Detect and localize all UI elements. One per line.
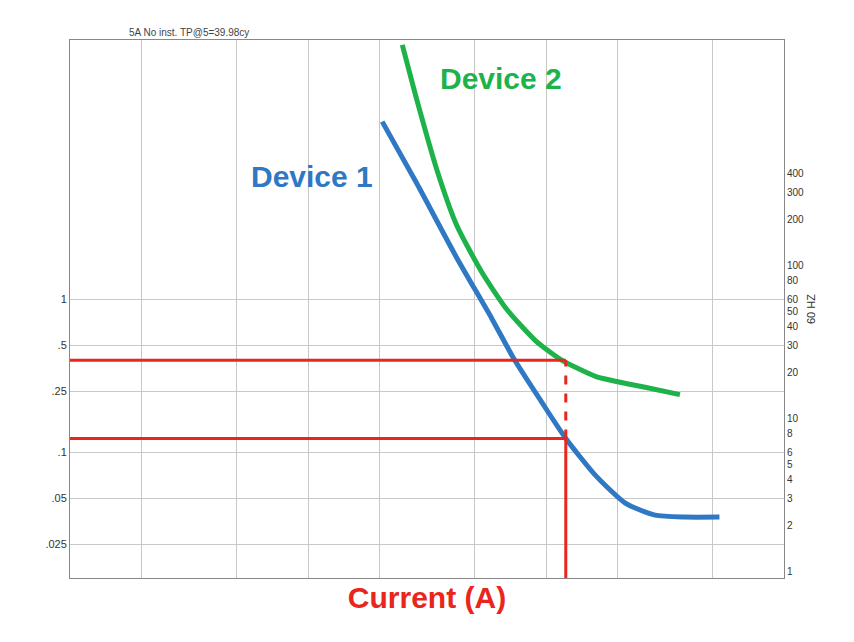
svg-text:4: 4	[787, 474, 793, 485]
svg-text:30: 30	[787, 340, 799, 351]
svg-text:2: 2	[787, 520, 793, 531]
svg-text:80: 80	[787, 275, 799, 286]
svg-text:6: 6	[787, 447, 793, 458]
svg-text:5: 5	[787, 459, 793, 470]
svg-text:5A No inst. TP@5=39.98cy: 5A No inst. TP@5=39.98cy	[129, 27, 249, 38]
svg-text:300: 300	[787, 187, 804, 198]
svg-text:400: 400	[787, 168, 804, 179]
svg-text:.05: .05	[52, 492, 67, 504]
svg-text:1: 1	[61, 293, 67, 305]
svg-text:60 HZ: 60 HZ	[805, 294, 817, 324]
svg-text:.1: .1	[58, 446, 67, 458]
svg-text:3: 3	[787, 493, 793, 504]
svg-text:.025: .025	[45, 538, 66, 550]
svg-text:.5: .5	[58, 339, 67, 351]
svg-text:Device 2: Device 2	[440, 62, 562, 95]
svg-text:60: 60	[787, 294, 799, 305]
svg-text:50: 50	[787, 306, 799, 317]
svg-text:8: 8	[787, 428, 793, 439]
svg-text:.25: .25	[52, 385, 67, 397]
svg-text:100: 100	[787, 260, 804, 271]
svg-text:20: 20	[787, 367, 799, 378]
svg-text:Device 1: Device 1	[251, 160, 373, 193]
svg-text:1: 1	[787, 566, 793, 577]
svg-text:200: 200	[787, 214, 804, 225]
svg-text:40: 40	[787, 321, 799, 332]
svg-text:10: 10	[787, 413, 799, 424]
svg-text:Current (A): Current (A)	[348, 581, 506, 614]
